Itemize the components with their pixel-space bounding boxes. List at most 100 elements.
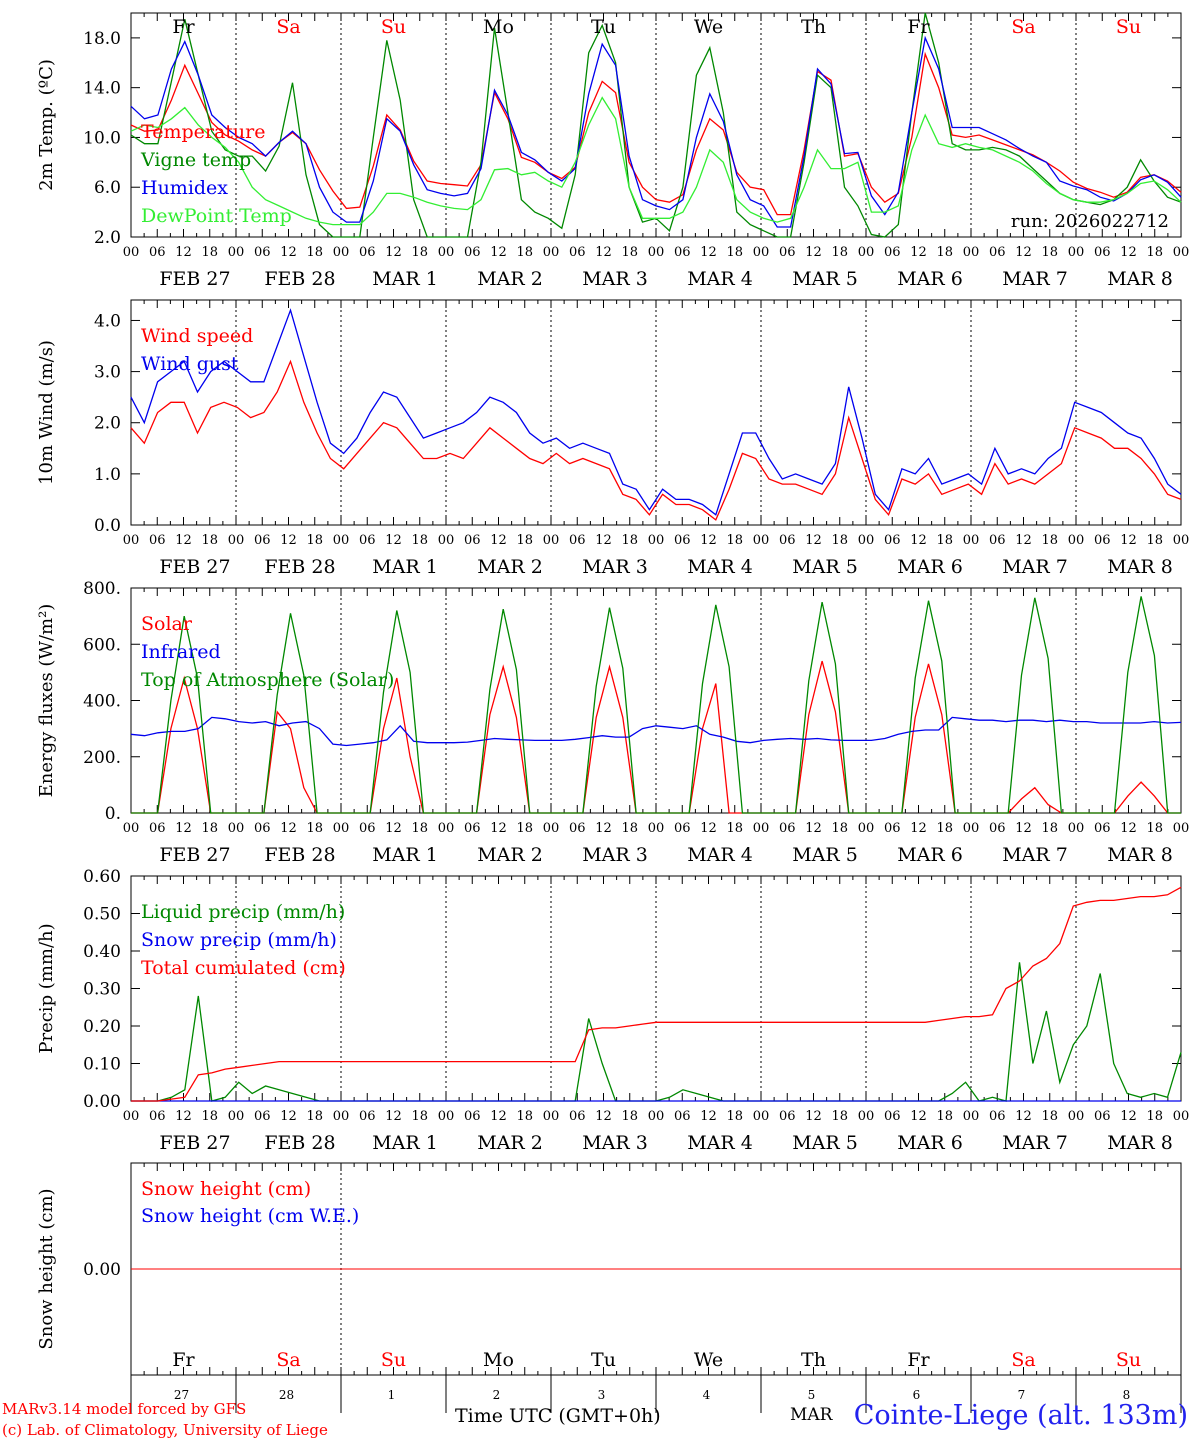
hour-tick-label: 06 bbox=[149, 245, 166, 260]
hour-tick-label: 06 bbox=[149, 821, 166, 836]
date-tick-label: FEB 27 bbox=[159, 1132, 230, 1154]
hour-tick-label: 12 bbox=[490, 821, 507, 836]
day-name-label: Sa bbox=[1011, 1349, 1035, 1371]
date-tick-label: MAR 2 bbox=[477, 844, 543, 866]
y-tick-label: 14.0 bbox=[83, 79, 121, 99]
date-tick-label: MAR 7 bbox=[1002, 844, 1068, 866]
hour-tick-label: 12 bbox=[490, 1109, 507, 1124]
hour-tick-label: 00 bbox=[858, 821, 875, 836]
month-label: MAR bbox=[790, 1405, 833, 1425]
date-tick-label: FEB 27 bbox=[159, 844, 230, 866]
hour-tick-label: 06 bbox=[1094, 821, 1111, 836]
hour-tick-label: 06 bbox=[674, 245, 691, 260]
hour-tick-label: 18 bbox=[1146, 245, 1163, 260]
hour-tick-label: 06 bbox=[254, 821, 271, 836]
legend-entry: Temperature bbox=[141, 121, 265, 143]
hour-tick-label: 12 bbox=[700, 533, 717, 548]
hour-tick-label: 00 bbox=[228, 821, 245, 836]
date-tick-label: MAR 5 bbox=[792, 1132, 858, 1154]
hour-tick-label: 12 bbox=[805, 821, 822, 836]
hour-tick-label: 18 bbox=[201, 1109, 218, 1124]
day-name-label: Fr bbox=[907, 16, 930, 38]
y-tick-label: 0.50 bbox=[83, 905, 121, 925]
hour-tick-label: 06 bbox=[359, 1109, 376, 1124]
hour-tick-label: 06 bbox=[569, 821, 586, 836]
hour-tick-label: 18 bbox=[726, 245, 743, 260]
hour-tick-label: 18 bbox=[1041, 1109, 1058, 1124]
hour-tick-label: 18 bbox=[411, 1109, 428, 1124]
hour-tick-label: 00 bbox=[438, 1109, 455, 1124]
hour-tick-label: 00 bbox=[753, 245, 770, 260]
y-axis-label: 2m Temp. (ºC) bbox=[36, 59, 57, 191]
hour-tick-label: 00 bbox=[963, 245, 980, 260]
date-tick-label: MAR 1 bbox=[372, 844, 438, 866]
date-tick-label: MAR 8 bbox=[1107, 1132, 1173, 1154]
hour-tick-label: 06 bbox=[254, 1109, 271, 1124]
legend-entry: Snow height (cm W.E.) bbox=[141, 1205, 359, 1227]
hour-tick-label: 18 bbox=[1041, 821, 1058, 836]
date-tick-label: MAR 7 bbox=[1002, 1132, 1068, 1154]
hour-tick-label: 00 bbox=[963, 821, 980, 836]
hour-tick-label: 06 bbox=[149, 533, 166, 548]
hour-tick-label: 12 bbox=[910, 245, 927, 260]
hour-tick-label: 00 bbox=[858, 1109, 875, 1124]
legend-entry: Total cumulated (cm) bbox=[141, 957, 346, 979]
date-tick-label: MAR 8 bbox=[1107, 268, 1173, 290]
hour-tick-label: 06 bbox=[1094, 1109, 1111, 1124]
y-tick-label: 0.00 bbox=[83, 1092, 121, 1112]
hour-tick-label: 12 bbox=[1015, 1109, 1032, 1124]
hour-tick-label: 12 bbox=[1120, 245, 1137, 260]
day-name-label: Sa bbox=[1011, 16, 1035, 38]
hour-tick-label: 00 bbox=[123, 1109, 140, 1124]
hour-tick-label: 12 bbox=[1015, 533, 1032, 548]
hour-tick-label: 12 bbox=[1120, 533, 1137, 548]
y-tick-label: 2.0 bbox=[94, 414, 121, 434]
date-tick-label: MAR 1 bbox=[372, 1132, 438, 1154]
hour-tick-label: 06 bbox=[359, 245, 376, 260]
run-annotation: run: 2026022712 bbox=[1011, 211, 1169, 232]
date-tick-label: FEB 27 bbox=[159, 556, 230, 578]
legend-entry: Wind gust bbox=[141, 353, 239, 375]
hour-tick-label: 18 bbox=[516, 1109, 533, 1124]
date-tick-label: MAR 8 bbox=[1107, 844, 1173, 866]
day-number-label: 4 bbox=[703, 1388, 711, 1402]
hour-tick-label: 06 bbox=[779, 1109, 796, 1124]
hour-tick-label: 06 bbox=[779, 821, 796, 836]
hour-tick-label: 18 bbox=[201, 533, 218, 548]
series-line bbox=[131, 596, 1181, 814]
hour-tick-label: 12 bbox=[1015, 821, 1032, 836]
y-tick-label: 0.60 bbox=[83, 867, 121, 887]
date-tick-label: MAR 5 bbox=[792, 268, 858, 290]
day-name-label: Fr bbox=[907, 1349, 930, 1371]
hour-tick-label: 12 bbox=[280, 245, 297, 260]
y-tick-label: 0.40 bbox=[83, 942, 121, 962]
series-line bbox=[130, 35, 1182, 228]
date-tick-label: MAR 1 bbox=[372, 268, 438, 290]
day-name-label: Fr bbox=[172, 1349, 195, 1371]
day-number-label: 7 bbox=[1018, 1388, 1026, 1402]
hour-tick-label: 00 bbox=[333, 821, 350, 836]
day-name-label: We bbox=[694, 1349, 723, 1371]
hour-tick-label: 12 bbox=[175, 1109, 192, 1124]
hour-tick-label: 00 bbox=[963, 533, 980, 548]
hour-tick-label: 12 bbox=[595, 245, 612, 260]
hour-tick-label: 18 bbox=[1146, 533, 1163, 548]
hour-tick-label: 18 bbox=[936, 1109, 953, 1124]
hour-tick-label: 18 bbox=[831, 533, 848, 548]
hour-tick-label: 12 bbox=[280, 821, 297, 836]
hour-tick-label: 12 bbox=[175, 245, 192, 260]
hour-tick-label: 06 bbox=[1094, 533, 1111, 548]
date-tick-label: FEB 28 bbox=[264, 1132, 335, 1154]
series-line bbox=[130, 96, 1182, 226]
hour-tick-label: 00 bbox=[333, 245, 350, 260]
hour-tick-label: 18 bbox=[201, 245, 218, 260]
hour-tick-label: 18 bbox=[621, 821, 638, 836]
day-name-label: Sa bbox=[276, 16, 300, 38]
date-tick-label: MAR 6 bbox=[897, 556, 963, 578]
day-name-label: Su bbox=[1116, 16, 1141, 38]
hour-tick-label: 12 bbox=[595, 821, 612, 836]
hour-tick-label: 12 bbox=[700, 245, 717, 260]
hour-tick-label: 06 bbox=[464, 245, 481, 260]
series-line bbox=[130, 359, 1182, 521]
series-line bbox=[130, 716, 1182, 747]
